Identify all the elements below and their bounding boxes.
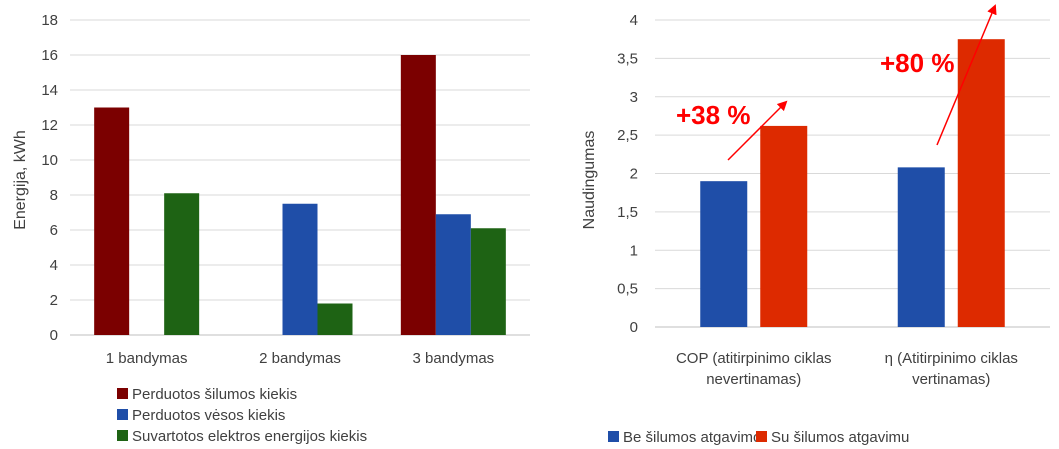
right-legend-label: Be šilumos atgavimo — [623, 429, 761, 446]
right-y-tick-label: 1,5 — [617, 204, 638, 221]
right-y-tick-labels: 0 0,5 1 1,5 2 2,5 3 3,5 4 — [617, 12, 638, 336]
left-bar — [318, 304, 353, 336]
annotation-label-eta: +80 % — [880, 48, 954, 78]
right-bar — [760, 126, 807, 327]
left-x-tick-labels: 1 bandymas 2 bandymas 3 bandymas — [106, 350, 494, 367]
left-y-tick-label: 18 — [41, 12, 58, 29]
left-x-tick-label: 3 bandymas — [412, 350, 494, 367]
right-bar — [898, 167, 945, 327]
right-y-tick-label: 0 — [630, 319, 638, 336]
left-legend-swatch — [117, 430, 128, 441]
left-chart: 0 2 4 6 8 10 12 14 16 18 1 bandymas 2 bandymas 3 ba… — [12, 12, 530, 445]
left-y-tick-label: 12 — [41, 117, 58, 134]
right-bar — [700, 181, 747, 327]
left-y-tick-label: 0 — [50, 327, 58, 344]
right-y-tick-label: 0,5 — [617, 281, 638, 298]
right-bars — [700, 39, 1005, 327]
right-y-tick-label: 2,5 — [617, 127, 638, 144]
left-bar — [436, 214, 471, 335]
right-legend-label: Su šilumos atgavimu — [771, 429, 909, 446]
right-y-tick-label: 2 — [630, 166, 638, 183]
left-legend-label: Suvartotos elektros energijos kiekis — [132, 428, 367, 445]
left-legend-label: Perduotos vėsos kiekis — [132, 407, 285, 424]
annotation-label-cop: +38 % — [676, 100, 750, 130]
right-x-tick-labels: COP (atitirpinimo ciklas nevertinamas) η (… — [676, 350, 1018, 388]
left-y-tick-label: 2 — [50, 292, 58, 309]
left-y-tick-label: 10 — [41, 152, 58, 169]
right-x-tick-label: vertinamas) — [912, 371, 990, 388]
left-x-tick-label: 1 bandymas — [106, 350, 188, 367]
right-x-tick-label: nevertinamas) — [706, 371, 801, 388]
right-x-tick-label: COP (atitirpinimo ciklas — [676, 350, 832, 367]
left-legend: Perduotos šilumos kiekis Perduotos vėsos … — [117, 386, 367, 445]
right-x-tick-label: η (Atitirpinimo ciklas — [885, 350, 1018, 367]
right-y-tick-label: 3 — [630, 89, 638, 106]
left-bar — [401, 55, 436, 335]
left-y-axis-label: Energija, kWh — [12, 130, 29, 230]
left-bar — [164, 193, 199, 335]
left-y-tick-label: 16 — [41, 47, 58, 64]
left-bar — [94, 108, 129, 336]
left-legend-label: Perduotos šilumos kiekis — [132, 386, 297, 403]
left-bar — [283, 204, 318, 335]
left-legend-swatch — [117, 409, 128, 420]
left-bar — [471, 228, 506, 335]
left-legend-swatch — [117, 388, 128, 399]
left-y-tick-label: 4 — [50, 257, 58, 274]
right-legend-swatch — [756, 431, 767, 442]
right-bar — [958, 39, 1005, 327]
right-chart: 0 0,5 1 1,5 2 2,5 3 3,5 4 COP (atitirpinimo cikl… — [581, 6, 1050, 446]
left-y-tick-label: 8 — [50, 187, 58, 204]
right-y-tick-label: 4 — [630, 12, 638, 29]
right-y-tick-label: 3,5 — [617, 50, 638, 67]
left-y-tick-label: 6 — [50, 222, 58, 239]
right-y-axis-label: Naudingumas — [581, 131, 598, 230]
right-y-tick-label: 1 — [630, 242, 638, 259]
left-x-tick-label: 2 bandymas — [259, 350, 341, 367]
left-y-tick-labels: 0 2 4 6 8 10 12 14 16 18 — [41, 12, 58, 344]
right-legend-swatch — [608, 431, 619, 442]
right-legend: Be šilumos atgavimo Su šilumos atgavimu — [608, 429, 909, 446]
left-y-tick-label: 14 — [41, 82, 58, 99]
